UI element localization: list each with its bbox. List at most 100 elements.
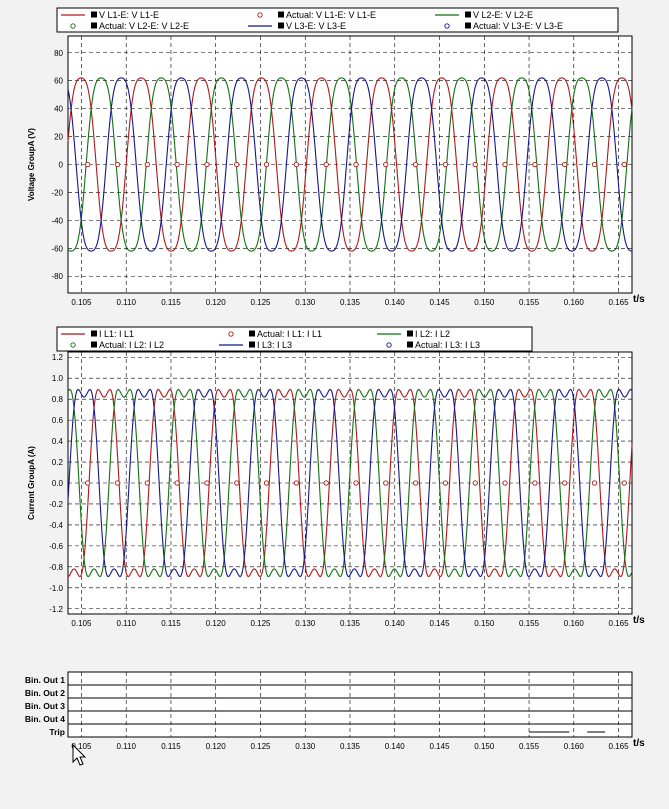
actual-marker [502, 161, 508, 168]
x-axis-unit: t/s [633, 294, 645, 305]
series-line-red [67, 77, 633, 252]
y-tick-label: 40 [54, 105, 63, 114]
actual-marker [85, 480, 91, 486]
x-tick-label: 0.125 [250, 619, 271, 628]
legend-box [56, 7, 619, 33]
x-axis-unit: t/s [633, 738, 645, 749]
y-tick-label: 60 [54, 77, 63, 86]
mouse-cursor-icon [72, 743, 87, 766]
x-tick-label: 0.135 [340, 619, 361, 628]
actual-marker [114, 480, 121, 486]
channel-label: Bin. Out 1 [25, 675, 65, 685]
actual-marker [353, 161, 359, 168]
y-tick-label: -1.2 [49, 605, 63, 614]
actual-marker [174, 480, 180, 486]
y-tick-label: -0.2 [49, 500, 63, 509]
x-tick-label: 0.125 [250, 742, 271, 751]
y-tick-label: -80 [51, 272, 63, 281]
y-tick-label: -0.4 [49, 521, 63, 530]
x-tick-label: 0.150 [474, 742, 495, 751]
x-tick-label: 0.165 [609, 742, 630, 751]
x-tick-label: 0.120 [206, 298, 227, 307]
actual-marker [442, 161, 449, 168]
legend-square-icon [407, 330, 413, 337]
actual-marker [293, 480, 300, 486]
legend-square-icon [91, 22, 97, 29]
y-tick-label: -40 [51, 216, 63, 225]
x-tick-label: 0.145 [430, 619, 451, 628]
x-tick-label: 0.115 [161, 298, 181, 307]
legend-label: V L3-E: V L3-E [286, 21, 346, 31]
channel-label: Bin. Out 2 [25, 688, 65, 698]
actual-marker [144, 161, 150, 168]
y-tick-label: -60 [51, 244, 63, 253]
x-tick-label: 0.125 [250, 298, 271, 307]
actual-marker [562, 480, 568, 486]
x-tick-label: 0.105 [71, 742, 92, 751]
legend-square-icon [465, 22, 471, 29]
actual-marker [383, 480, 389, 486]
voltage-chart: 0.105 0.110 0.115 0.120 0.125 0.130 0.135 0.140… [27, 7, 645, 307]
y-tick-label: 0.0 [52, 479, 64, 488]
y-tick-label: 20 [54, 133, 63, 142]
y-tick-label: -1.0 [49, 584, 63, 593]
actual-marker [293, 161, 300, 168]
actual-marker [472, 480, 478, 486]
legend-square-icon [91, 11, 97, 18]
y-tick-label: 0 [59, 161, 64, 170]
x-tick-label: 0.110 [116, 742, 136, 751]
x-tick-label: 0.155 [519, 742, 540, 751]
y-tick-label: 0.8 [52, 395, 64, 404]
legend-marker-swatch [386, 342, 392, 348]
x-tick-label: 0.120 [206, 742, 227, 751]
actual-marker [502, 480, 508, 486]
actual-marker [532, 161, 538, 168]
legend-square-icon [407, 341, 413, 348]
actual-marker [144, 480, 150, 486]
actual-marker [532, 480, 538, 486]
x-tick-label: 0.110 [116, 619, 136, 628]
legend-square-icon [91, 330, 97, 337]
y-tick-label: -20 [51, 188, 63, 197]
actual-marker [174, 161, 180, 168]
y-tick-label: 0.6 [52, 416, 64, 425]
actual-marker [562, 161, 568, 168]
series-line-blue [67, 388, 633, 578]
legend-label: Actual: I L3: I L3 [415, 340, 480, 350]
x-tick-label: 0.115 [161, 619, 181, 628]
y-tick-label: 0.4 [52, 437, 64, 446]
y-tick-label: -0.6 [49, 542, 63, 551]
x-tick-label: 0.160 [564, 619, 585, 628]
actual-marker [85, 161, 91, 168]
x-tick-label: 0.160 [564, 742, 585, 751]
y-tick-label: 1.0 [52, 374, 64, 383]
actual-marker [383, 161, 389, 168]
legend-label: Actual: I L2: I L2 [99, 340, 164, 350]
legend-square-icon [465, 11, 471, 18]
legend-marker-swatch [257, 12, 263, 18]
x-axis-unit: t/s [633, 615, 645, 626]
x-tick-label: 0.155 [519, 298, 540, 307]
channel-label: Bin. Out 4 [25, 714, 65, 724]
x-tick-label: 0.130 [295, 298, 316, 307]
legend-label: V L1-E: V L1-E [99, 10, 159, 20]
channel-label: Trip [49, 727, 65, 737]
legend-box [56, 326, 533, 352]
x-tick-label: 0.135 [340, 298, 361, 307]
channel-label: Bin. Out 3 [25, 701, 65, 711]
legend-label: I L2: I L2 [415, 329, 450, 339]
actual-marker [234, 161, 240, 168]
legend-square-icon [278, 11, 284, 18]
x-tick-label: 0.150 [474, 298, 495, 307]
x-tick-label: 0.165 [609, 619, 630, 628]
legend-label: Actual: I L1: I L1 [257, 329, 322, 339]
legend-label: V L2-E: V L2-E [473, 10, 533, 20]
y-tick-label: 1.2 [52, 353, 64, 362]
actual-marker [591, 161, 598, 168]
x-tick-label: 0.150 [474, 619, 495, 628]
actual-marker [353, 480, 359, 486]
legend-label: Actual: V L2-E: V L2-E [99, 21, 189, 31]
legend-square-icon [91, 341, 97, 348]
y-axis-label: Current GroupA (A) [27, 446, 36, 520]
